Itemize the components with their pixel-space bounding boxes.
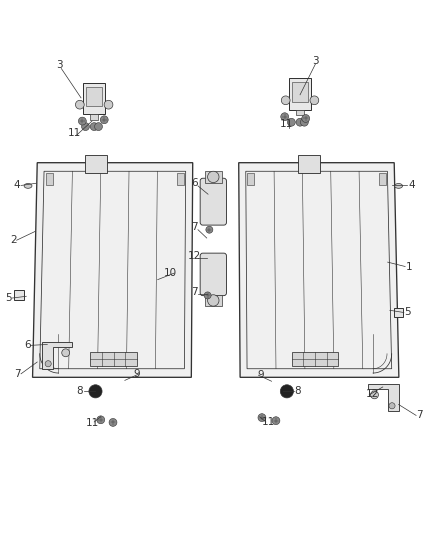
Bar xyxy=(394,308,403,317)
Circle shape xyxy=(89,385,102,398)
Polygon shape xyxy=(42,342,72,369)
Circle shape xyxy=(281,96,290,104)
Text: 12: 12 xyxy=(188,251,201,261)
Bar xyxy=(177,173,184,185)
Text: 2: 2 xyxy=(10,235,17,245)
Text: 1: 1 xyxy=(406,262,413,271)
Circle shape xyxy=(45,361,51,367)
Circle shape xyxy=(81,123,89,131)
Bar xyxy=(292,352,339,366)
Circle shape xyxy=(272,417,280,425)
Polygon shape xyxy=(239,163,399,377)
Bar xyxy=(90,352,137,366)
Text: 6: 6 xyxy=(191,178,198,188)
Text: 4: 4 xyxy=(13,181,20,190)
Text: 12: 12 xyxy=(366,390,379,399)
Circle shape xyxy=(206,226,213,233)
Bar xyxy=(90,114,98,120)
Text: 5: 5 xyxy=(404,308,411,318)
Circle shape xyxy=(310,96,319,104)
Circle shape xyxy=(208,295,219,306)
Bar xyxy=(296,110,304,115)
Circle shape xyxy=(281,113,289,120)
Text: 8: 8 xyxy=(76,386,83,397)
Polygon shape xyxy=(368,384,399,411)
Circle shape xyxy=(287,118,295,126)
Bar xyxy=(205,171,222,183)
Text: 11: 11 xyxy=(85,418,99,429)
Circle shape xyxy=(62,349,70,357)
Bar xyxy=(292,82,308,102)
Text: 3: 3 xyxy=(312,55,319,66)
Bar xyxy=(298,155,320,173)
Circle shape xyxy=(78,117,86,125)
Text: 11: 11 xyxy=(280,119,293,129)
Text: 11: 11 xyxy=(261,417,275,427)
Circle shape xyxy=(300,118,308,126)
Circle shape xyxy=(95,123,102,131)
Circle shape xyxy=(109,418,117,426)
Bar xyxy=(14,290,24,300)
Circle shape xyxy=(90,123,98,131)
Polygon shape xyxy=(32,163,193,377)
Text: 7: 7 xyxy=(191,222,198,232)
Circle shape xyxy=(389,403,395,409)
Text: 7: 7 xyxy=(191,287,198,297)
Text: 9: 9 xyxy=(133,369,140,379)
Bar xyxy=(46,173,53,185)
Bar xyxy=(86,86,102,106)
Bar xyxy=(205,295,222,306)
FancyBboxPatch shape xyxy=(200,253,226,296)
FancyBboxPatch shape xyxy=(200,178,226,225)
Bar xyxy=(85,155,107,173)
Circle shape xyxy=(371,391,378,399)
Ellipse shape xyxy=(24,183,32,188)
Text: 7: 7 xyxy=(416,410,423,421)
Bar xyxy=(379,173,386,185)
Text: 7: 7 xyxy=(14,369,21,379)
Circle shape xyxy=(258,414,266,422)
Text: 10: 10 xyxy=(164,268,177,278)
Bar xyxy=(83,83,105,114)
Text: 4: 4 xyxy=(408,181,415,190)
Circle shape xyxy=(75,100,84,109)
Circle shape xyxy=(302,115,310,123)
Circle shape xyxy=(104,100,113,109)
Circle shape xyxy=(204,292,211,299)
Bar xyxy=(289,78,311,110)
Circle shape xyxy=(100,116,108,124)
Text: 11: 11 xyxy=(68,128,81,138)
Text: 8: 8 xyxy=(294,386,301,397)
Text: 9: 9 xyxy=(257,370,264,380)
Circle shape xyxy=(208,171,219,183)
Text: 6: 6 xyxy=(24,341,31,350)
Bar xyxy=(247,173,254,185)
Circle shape xyxy=(296,118,304,126)
Text: 3: 3 xyxy=(56,60,63,70)
Text: 5: 5 xyxy=(5,293,12,303)
Circle shape xyxy=(97,416,105,424)
Ellipse shape xyxy=(395,183,403,188)
Circle shape xyxy=(280,385,293,398)
